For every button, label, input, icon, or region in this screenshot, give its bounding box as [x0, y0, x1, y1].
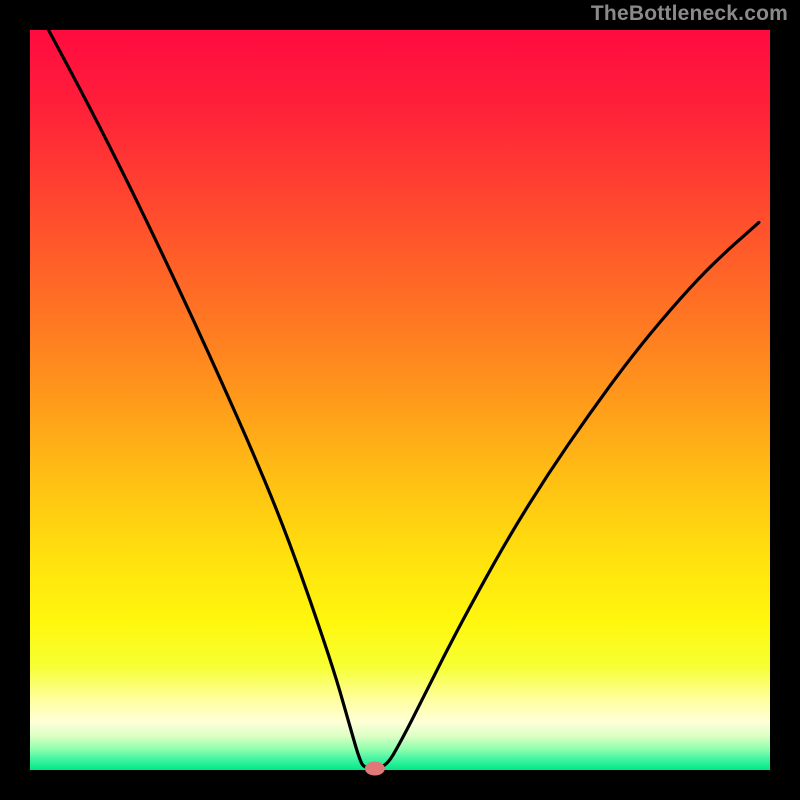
bottleneck-chart	[0, 0, 800, 800]
watermark-text: TheBottleneck.com	[591, 2, 788, 26]
plot-background	[30, 30, 770, 770]
min-marker	[365, 762, 385, 776]
